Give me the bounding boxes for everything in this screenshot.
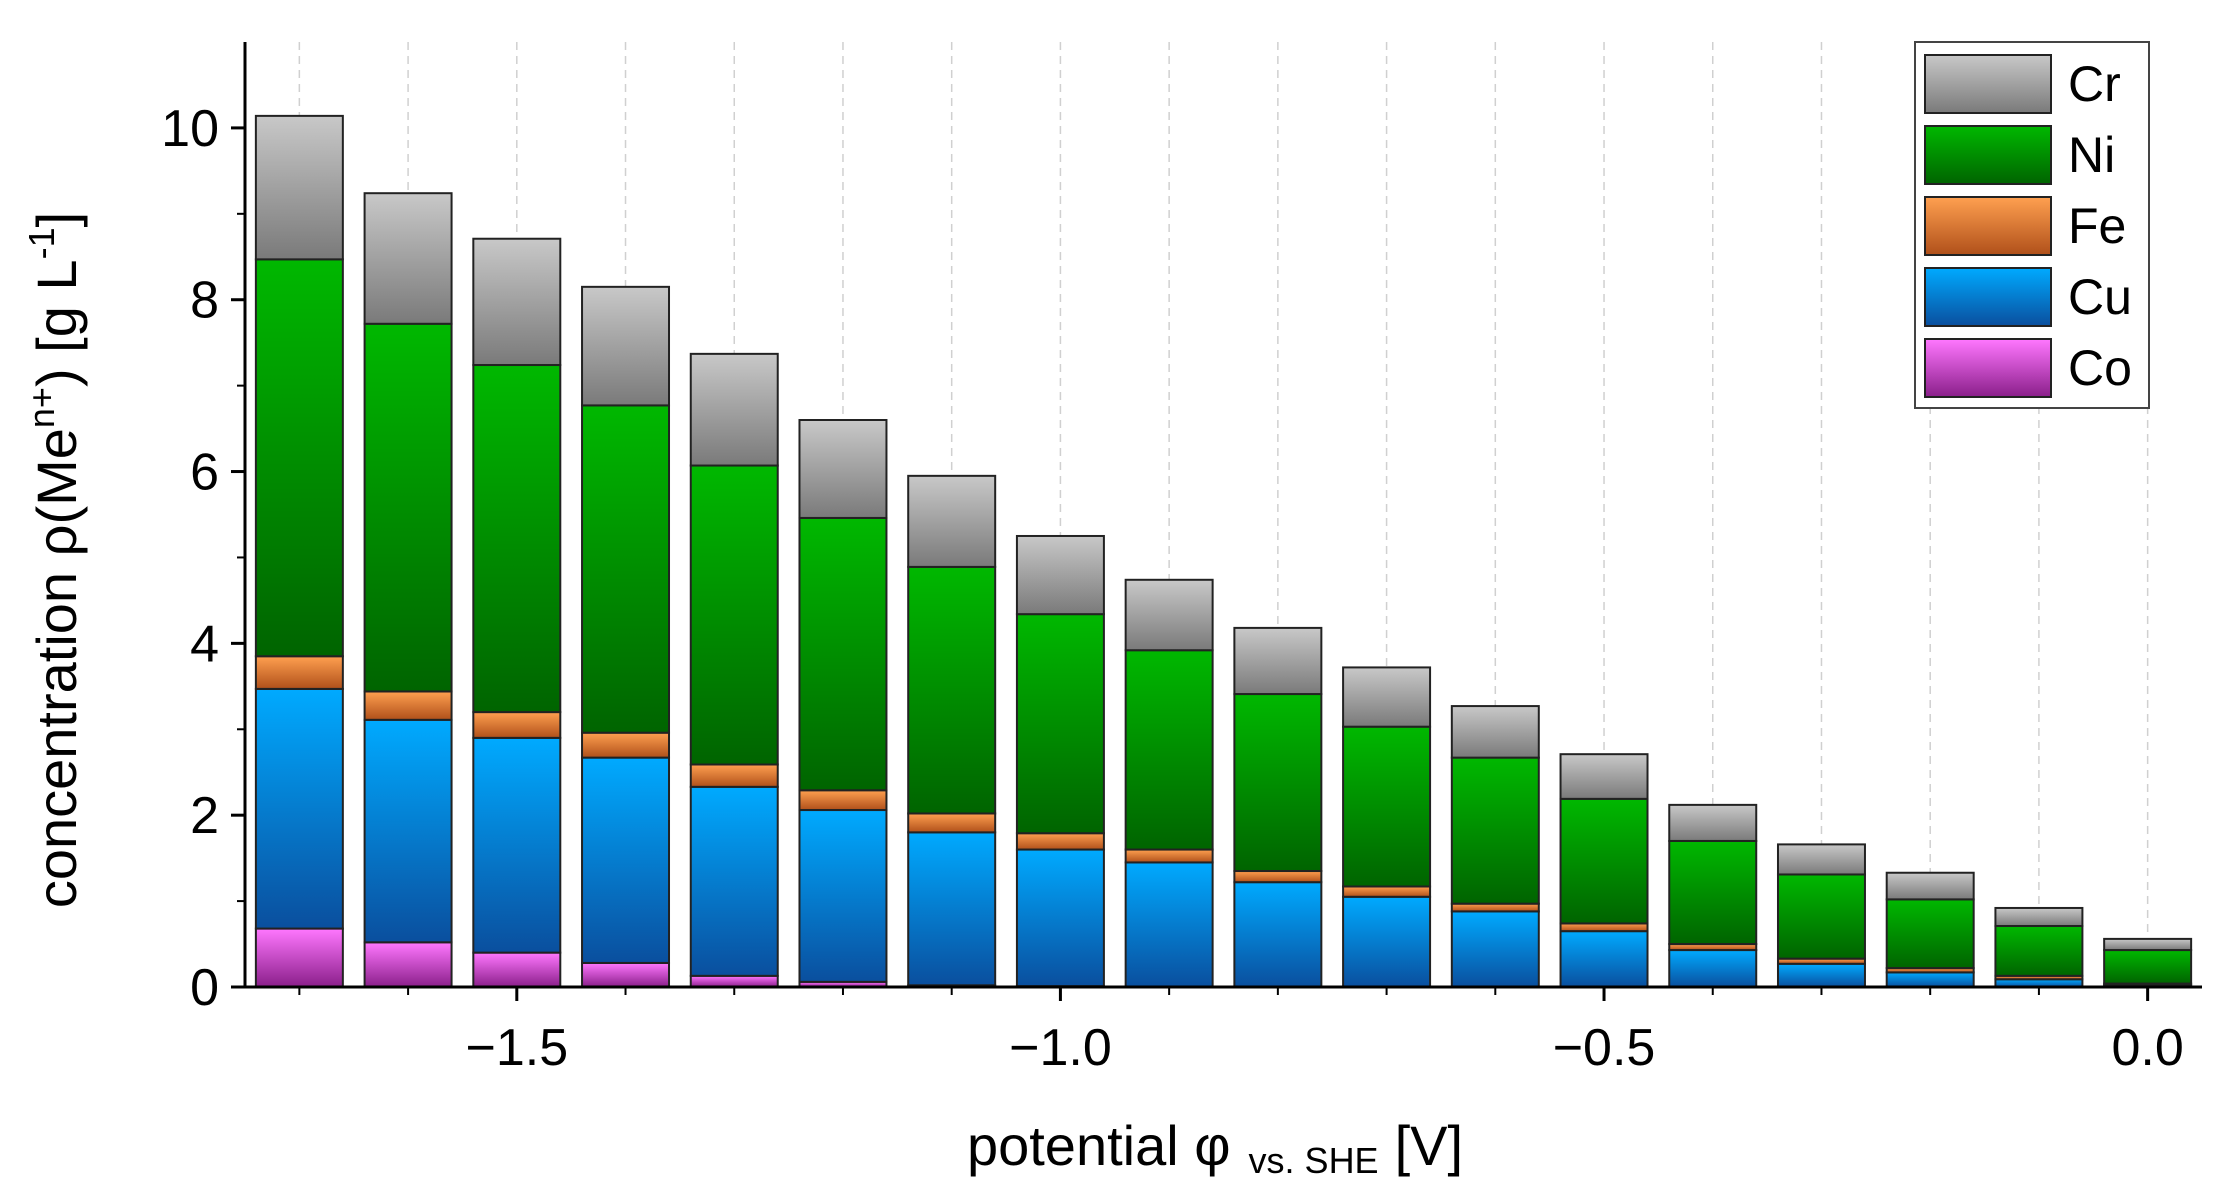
bar-co-2 bbox=[472, 951, 562, 988]
bar-cr-1 bbox=[363, 192, 453, 325]
bar-fe-0 bbox=[254, 655, 344, 690]
bar-cr-6 bbox=[907, 474, 997, 568]
bar-cr-9 bbox=[1233, 626, 1323, 696]
bar-fe-10 bbox=[1342, 885, 1432, 898]
bar-fe-8 bbox=[1124, 848, 1214, 864]
bar-ni-4 bbox=[689, 464, 779, 766]
y-tick-label: 2 bbox=[190, 787, 219, 845]
legend-label-co: Co bbox=[2068, 340, 2132, 396]
bar-co-0 bbox=[254, 927, 344, 989]
bar-fe-9 bbox=[1233, 870, 1323, 884]
bar-cr-2 bbox=[472, 237, 562, 367]
bar-cu-14 bbox=[1776, 962, 1866, 989]
bar-cr-11 bbox=[1450, 705, 1540, 759]
bar-cu-12 bbox=[1559, 930, 1649, 989]
bar-cr-14 bbox=[1776, 843, 1866, 876]
bar-cu-1 bbox=[363, 718, 453, 944]
bar-cr-0 bbox=[254, 114, 344, 261]
legend-swatch-fe bbox=[1924, 196, 2052, 256]
bar-fe-4 bbox=[689, 763, 779, 788]
bar-fe-6 bbox=[907, 812, 997, 834]
bar-ni-7 bbox=[1015, 613, 1105, 835]
y-tick-label: 6 bbox=[190, 444, 219, 502]
bar-cu-8 bbox=[1124, 861, 1214, 989]
bar-cu-4 bbox=[689, 785, 779, 977]
bar-fe-12 bbox=[1559, 922, 1649, 933]
legend-swatch-cu bbox=[1924, 267, 2052, 327]
legend-label-ni: Ni bbox=[2068, 127, 2115, 183]
bar-cu-2 bbox=[472, 736, 562, 954]
bar-ni-17 bbox=[2103, 949, 2193, 985]
bar-fe-11 bbox=[1450, 902, 1540, 913]
bar-cu-11 bbox=[1450, 910, 1540, 989]
bar-cu-10 bbox=[1342, 895, 1432, 989]
vertical-gridlines bbox=[298, 42, 2149, 987]
bar-co-4 bbox=[689, 974, 779, 989]
bar-cr-16 bbox=[1994, 906, 2084, 928]
bar-ni-2 bbox=[472, 364, 562, 714]
bar-ni-16 bbox=[1994, 925, 2084, 977]
bar-ni-10 bbox=[1342, 725, 1432, 888]
y-axis-title: concentration ρ(Men+) [g L-1] bbox=[21, 212, 88, 908]
legend-swatch-co bbox=[1924, 338, 2052, 398]
bar-fe-3 bbox=[581, 731, 671, 759]
bar-ni-6 bbox=[907, 565, 997, 815]
bars-group bbox=[254, 114, 2193, 989]
legend-swatch-ni bbox=[1924, 125, 2052, 185]
y-tick-label: 4 bbox=[190, 615, 219, 673]
x-axis-title: potential φ vs. SHE [V] bbox=[967, 1114, 1463, 1181]
legend-label-cr: Cr bbox=[2068, 56, 2121, 112]
bar-ni-12 bbox=[1559, 797, 1649, 925]
bar-cu-9 bbox=[1233, 881, 1323, 989]
bar-cr-13 bbox=[1668, 803, 1758, 842]
bar-cr-5 bbox=[798, 419, 888, 519]
bar-fe-2 bbox=[472, 711, 562, 739]
bar-cu-3 bbox=[581, 756, 671, 964]
bar-cr-7 bbox=[1015, 534, 1105, 616]
bar-fe-1 bbox=[363, 690, 453, 721]
legend-label-fe: Fe bbox=[2068, 198, 2126, 254]
bar-ni-15 bbox=[1885, 898, 1975, 970]
bar-cr-8 bbox=[1124, 578, 1214, 652]
bar-cr-10 bbox=[1342, 666, 1432, 728]
bar-ni-8 bbox=[1124, 649, 1214, 851]
x-tick-label: 0.0 bbox=[2111, 1019, 2183, 1077]
y-tick-label: 10 bbox=[161, 100, 219, 158]
y-tick-label: 0 bbox=[190, 959, 219, 1017]
bar-fe-5 bbox=[798, 789, 888, 812]
bar-cu-13 bbox=[1668, 949, 1758, 988]
x-tick-label: −0.5 bbox=[1553, 1019, 1656, 1077]
x-tick-label: −1.0 bbox=[1009, 1019, 1112, 1077]
bar-ni-3 bbox=[581, 404, 671, 734]
axes-group bbox=[243, 42, 2202, 989]
bar-ni-14 bbox=[1776, 873, 1866, 960]
bar-co-1 bbox=[363, 941, 453, 988]
bar-cr-3 bbox=[581, 285, 671, 407]
bar-ni-1 bbox=[363, 322, 453, 693]
legend: Cr Ni Fe Cu Co bbox=[1914, 41, 2150, 409]
bar-cu-7 bbox=[1015, 848, 1105, 988]
bar-fe-7 bbox=[1015, 832, 1105, 851]
bar-cr-15 bbox=[1885, 871, 1975, 901]
ticks-group: 0 2 4 6 8 10 −1.5 −1.0 −0.5 0.0 bbox=[161, 100, 2184, 1077]
bar-cu-6 bbox=[907, 831, 997, 987]
bar-ni-0 bbox=[254, 258, 344, 658]
bar-ni-9 bbox=[1233, 693, 1323, 873]
bar-cr-17 bbox=[2103, 937, 2193, 952]
bar-cr-4 bbox=[689, 352, 779, 467]
legend-label-cu: Cu bbox=[2068, 269, 2132, 325]
legend-swatch-cr bbox=[1924, 54, 2052, 114]
y-tick-label: 8 bbox=[190, 272, 219, 330]
bar-co-3 bbox=[581, 961, 671, 988]
bar-ni-5 bbox=[798, 516, 888, 792]
bar-cu-0 bbox=[254, 687, 344, 930]
bar-ni-11 bbox=[1450, 756, 1540, 905]
bar-cr-12 bbox=[1559, 753, 1649, 800]
bar-ni-13 bbox=[1668, 839, 1758, 946]
bar-cu-15 bbox=[1885, 971, 1975, 988]
x-tick-label: −1.5 bbox=[465, 1019, 568, 1077]
bar-cu-5 bbox=[798, 809, 888, 983]
